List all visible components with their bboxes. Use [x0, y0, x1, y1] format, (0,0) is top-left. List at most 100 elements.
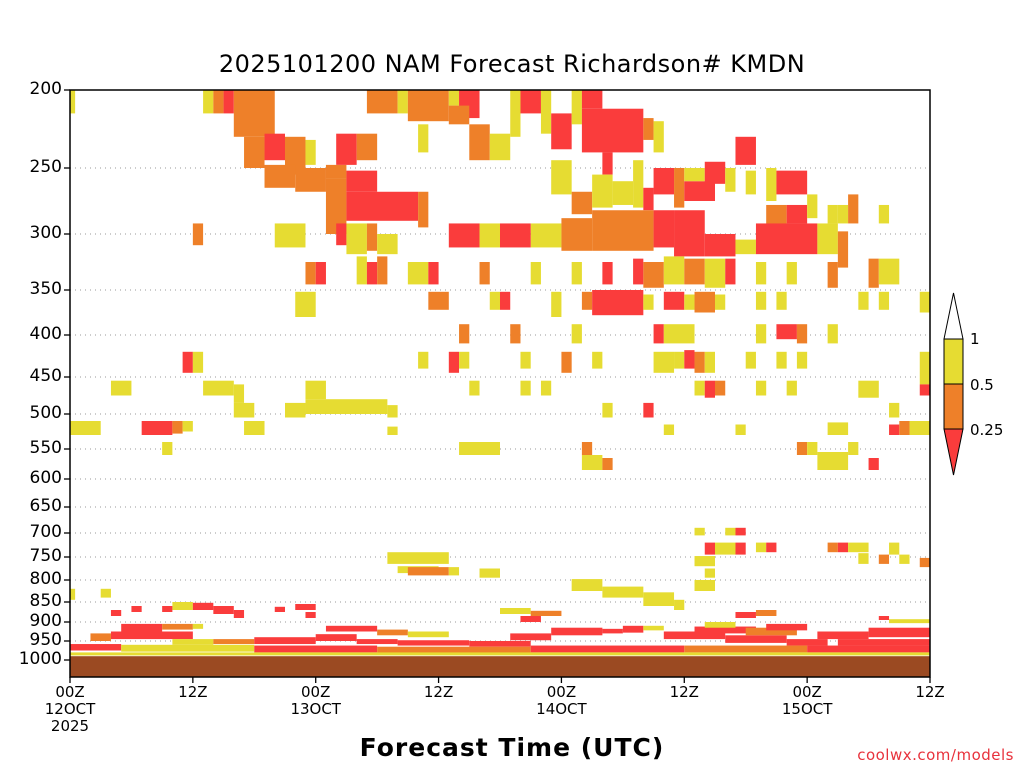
ri-cell	[448, 567, 460, 576]
ri-cell	[459, 324, 470, 344]
ri-cell	[530, 262, 541, 285]
ri-cell	[684, 181, 715, 201]
ri-cell	[192, 623, 204, 629]
ri-cell	[479, 568, 500, 578]
ri-cell	[520, 616, 541, 622]
ri-cell	[725, 258, 736, 285]
ri-cell	[919, 557, 930, 568]
y-tick-label: 550	[29, 438, 62, 458]
ri-cell	[786, 262, 797, 285]
ri-cell	[817, 631, 869, 640]
ri-cell	[254, 645, 378, 653]
ri-cell	[786, 639, 828, 646]
ri-cell	[305, 399, 388, 414]
ri-cell	[837, 639, 930, 646]
credit-link[interactable]: coolwx.com/models	[857, 746, 1014, 764]
ri-cell	[643, 625, 664, 631]
x-tick-label-line1: 12Z	[178, 683, 208, 701]
ri-cell	[766, 168, 777, 201]
ri-cell	[305, 139, 316, 165]
ri-cell	[581, 291, 593, 310]
ri-cell	[407, 567, 449, 576]
ri-cell	[182, 421, 193, 432]
ri-cell	[172, 602, 193, 610]
ri-cell	[643, 402, 654, 418]
ri-cell	[694, 580, 715, 591]
ri-cell	[510, 90, 521, 137]
ri-cell	[684, 350, 695, 369]
ri-cell	[715, 294, 726, 310]
ri-cell	[633, 160, 644, 208]
ri-cell	[336, 223, 347, 246]
ri-cell	[418, 124, 429, 153]
ri-cell	[694, 291, 715, 313]
ri-cell	[889, 402, 900, 418]
ri-cell	[377, 629, 408, 636]
ri-cell	[817, 223, 838, 255]
ri-cell	[581, 455, 603, 470]
axis-ticks	[64, 89, 931, 683]
ri-cell	[510, 633, 552, 641]
ri-cell	[172, 421, 183, 434]
x-tick-label-line2: 15OCT	[781, 700, 833, 718]
ri-cell	[674, 351, 685, 369]
ri-cell	[377, 234, 398, 255]
ri-cell	[715, 542, 736, 555]
ri-cell	[233, 610, 245, 618]
ri-cell	[203, 90, 214, 114]
ri-cell	[581, 442, 593, 455]
ri-cell	[653, 121, 664, 153]
ri-cell	[407, 90, 449, 122]
ri-cell	[274, 606, 285, 612]
ri-cell	[796, 351, 808, 369]
ri-cell	[663, 324, 695, 344]
ri-cell	[203, 380, 234, 396]
ri-cell	[407, 262, 429, 285]
colorbar-label: 0.25	[970, 421, 1004, 439]
ri-cell	[315, 634, 357, 641]
ri-cell	[643, 294, 654, 310]
ri-cell	[551, 291, 562, 317]
ri-cell	[745, 351, 756, 369]
ri-cell	[561, 351, 572, 373]
ri-cell	[551, 627, 603, 636]
ri-cell	[715, 380, 726, 396]
ri-cell	[254, 637, 316, 645]
ri-cell	[121, 623, 163, 632]
ri-cell	[694, 556, 715, 567]
ri-cell	[428, 262, 439, 285]
ri-cell	[602, 402, 613, 418]
ri-cell	[571, 90, 582, 125]
ri-cell	[469, 641, 531, 647]
ri-cell	[858, 553, 869, 564]
ri-cell	[653, 324, 664, 344]
ri-cell	[592, 290, 644, 316]
ri-cell	[776, 324, 797, 340]
ri-cell	[602, 458, 613, 470]
ri-cell	[489, 133, 511, 161]
ri-cell	[520, 351, 531, 369]
ri-cell	[264, 164, 296, 188]
y-tick-label: 600	[29, 468, 62, 488]
ri-cell	[121, 644, 255, 652]
colorbar-label: 1	[970, 330, 980, 348]
ri-cell	[561, 218, 593, 251]
ri-cell	[786, 380, 797, 396]
ri-cell	[755, 324, 767, 344]
y-tick-label: 400	[29, 324, 62, 344]
ri-cell	[735, 542, 746, 555]
ri-cell	[735, 527, 746, 536]
y-tick-label: 200	[29, 79, 62, 99]
y-tick-label: 250	[29, 157, 62, 177]
ri-cell	[233, 384, 245, 403]
ri-cell	[295, 604, 316, 610]
ri-cell	[704, 161, 726, 184]
ri-cell	[868, 627, 930, 638]
ri-cell	[776, 291, 787, 310]
ri-cell	[633, 258, 644, 285]
ri-cell	[684, 294, 695, 310]
ri-cell	[889, 619, 930, 624]
ri-cell	[366, 90, 398, 114]
ri-cell	[653, 168, 675, 195]
x-tick-label-line3: 2025	[50, 717, 90, 735]
